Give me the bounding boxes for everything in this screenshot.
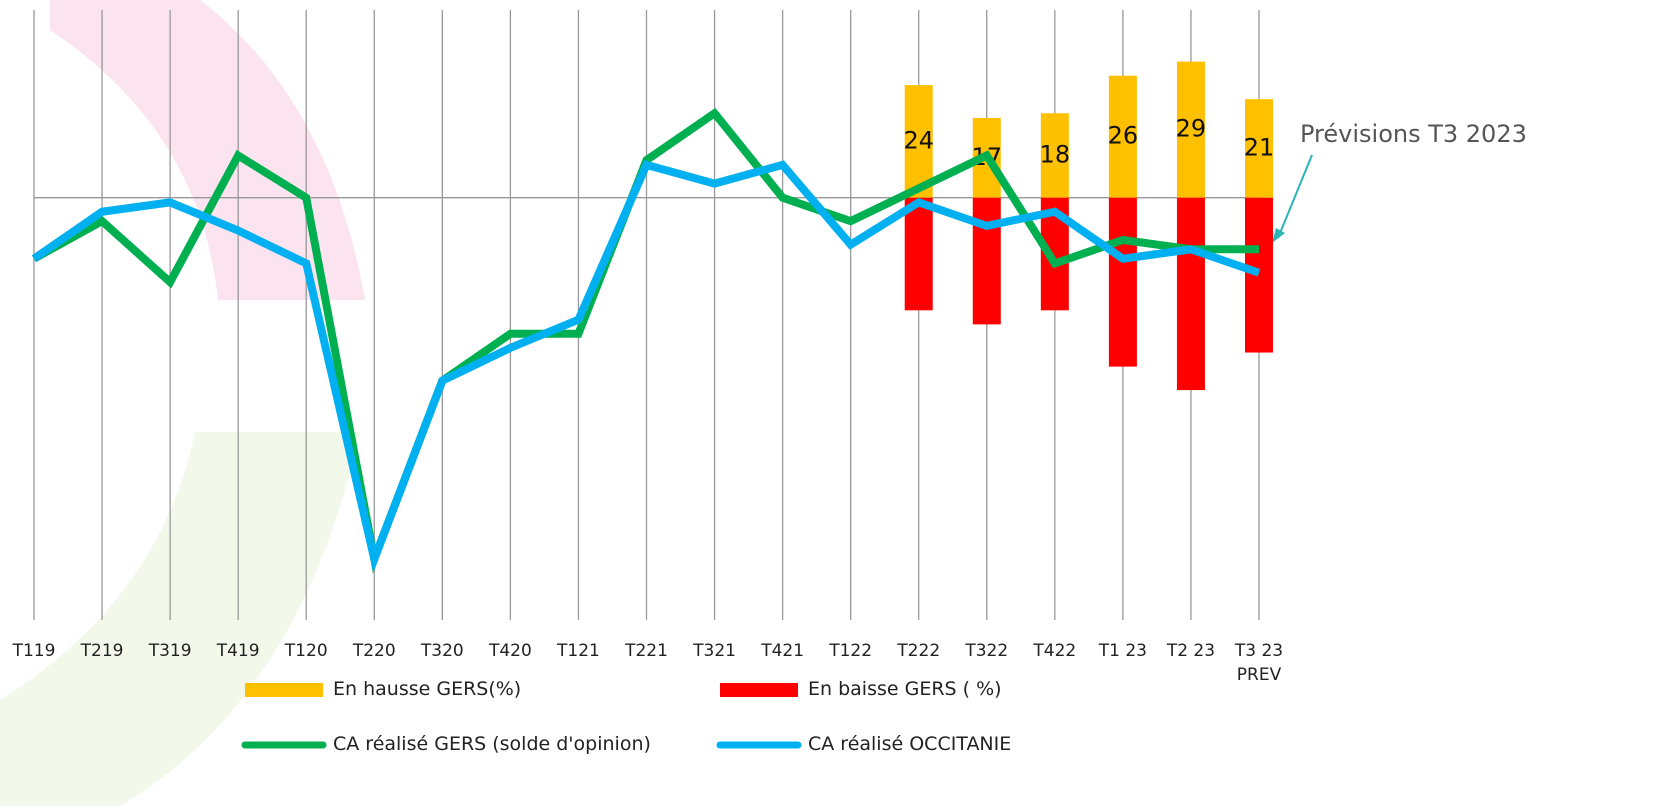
x-tick-label: T120 <box>284 641 328 661</box>
x-tick-label: T3 23 PREV <box>1234 641 1284 685</box>
x-tick-label: T320 <box>420 641 464 661</box>
data-label: 26 <box>1108 122 1139 150</box>
x-tick-label: T220 <box>352 641 396 661</box>
x-tick-label: T419 <box>216 641 260 661</box>
x-tick-label: T322 <box>965 641 1009 661</box>
data-label: 18 <box>1040 140 1071 168</box>
data-label: 24 <box>903 126 934 154</box>
x-tick-label: T219 <box>80 641 124 661</box>
x-tick-label: T122 <box>829 641 873 661</box>
legend-label: En baisse GERS ( %) <box>808 678 1002 700</box>
line <box>32 107 1259 574</box>
bar <box>1245 197 1273 353</box>
decor-green <box>0 432 360 806</box>
x-tick-label: T1 23 <box>1098 641 1147 661</box>
bar <box>1040 113 1069 198</box>
x-tick-label: T222 <box>897 641 941 661</box>
bar <box>1176 61 1205 198</box>
annotation: Prévisions T3 2023 <box>1300 120 1527 148</box>
bar <box>1108 75 1137 198</box>
bar <box>1176 197 1205 391</box>
legend-label: En hausse GERS(%) <box>333 678 522 700</box>
bar <box>1108 197 1137 367</box>
x-tick-label: T121 <box>557 641 600 661</box>
legend-swatch <box>245 683 323 697</box>
x-tick-label: T319 <box>148 641 192 661</box>
data-label: 29 <box>1176 115 1207 143</box>
legend-label: CA réalisé GERS (solde d'opinion) <box>333 733 651 755</box>
decor-pink <box>50 0 365 300</box>
x-tick-label: T119 <box>12 641 56 661</box>
bar <box>904 197 933 311</box>
legend-swatch <box>720 683 798 697</box>
data-label: 21 <box>1244 133 1275 161</box>
annotation-arrow <box>1277 154 1313 239</box>
legend-label: CA réalisé OCCITANIE <box>808 733 1012 755</box>
bar <box>972 197 1001 325</box>
x-tick-label: T420 <box>488 641 532 661</box>
x-tick-label: T422 <box>1033 641 1077 661</box>
annotation-arrowhead <box>1272 228 1285 243</box>
x-tick-label: T321 <box>693 641 736 661</box>
x-tick-label: T421 <box>761 641 805 661</box>
bar <box>1245 99 1273 198</box>
line <box>31 160 1261 573</box>
bar <box>904 85 933 198</box>
x-tick-label: T2 23 <box>1166 641 1216 661</box>
x-tick-label: T221 <box>625 641 668 661</box>
